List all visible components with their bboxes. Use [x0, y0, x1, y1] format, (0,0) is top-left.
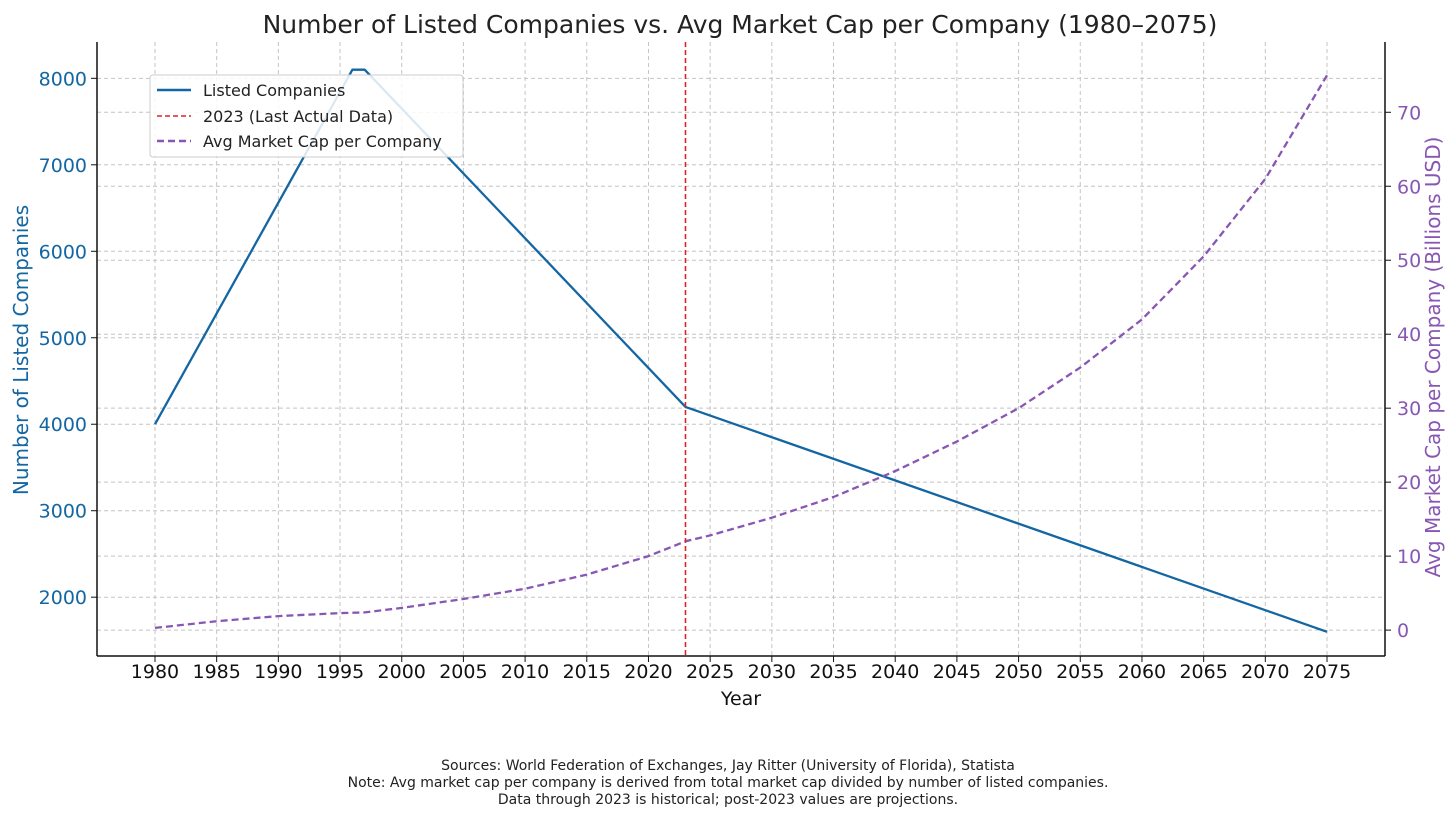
y-axis-label-right: Avg Market Cap per Company (Billions USD…	[1421, 137, 1445, 578]
left-ticks: 2000 3000 4000 5000 6000 7000 8000	[39, 68, 97, 609]
y-tick-label-left: 4000	[39, 414, 87, 436]
x-tick-label: 2045	[933, 661, 981, 683]
y-tick-label-left: 8000	[39, 68, 87, 90]
x-tick-label: 2010	[501, 661, 549, 683]
chart-title: Number of Listed Companies vs. Avg Marke…	[263, 10, 1218, 39]
y-tick-label-right: 70	[1397, 102, 1421, 124]
y-tick-label-right: 0	[1397, 620, 1409, 642]
y-tick-label-left: 7000	[39, 155, 87, 177]
x-tick-label: 1985	[192, 661, 240, 683]
x-tick-label: 2050	[994, 661, 1042, 683]
legend-label-avg-market-cap: Avg Market Cap per Company	[203, 132, 442, 151]
x-tick-label: 2075	[1303, 661, 1351, 683]
footer-note: Note: Avg market cap per company is deri…	[348, 775, 1109, 791]
x-tick-label: 2035	[809, 661, 857, 683]
legend-label-listed-companies: Listed Companies	[203, 81, 345, 100]
x-tick-label: 2000	[378, 661, 426, 683]
series-line-listed-companies	[153, 68, 1328, 633]
y-tick-label-right: 30	[1397, 398, 1421, 420]
x-tick-label: 2015	[563, 661, 611, 683]
x-tick-label: 2030	[748, 661, 796, 683]
footer-sources: Sources: World Federation of Exchanges, …	[441, 758, 1015, 774]
x-tick-label: 2070	[1241, 661, 1289, 683]
legend: Listed Companies 2023 (Last Actual Data)…	[149, 74, 464, 158]
x-tick-label: 2020	[624, 661, 672, 683]
x-tick-label: 1990	[254, 661, 302, 683]
x-tick-label: 2025	[686, 661, 734, 683]
legend-box	[149, 74, 464, 158]
y-tick-label-left: 2000	[39, 587, 87, 609]
x-tick-label: 2055	[1056, 661, 1104, 683]
y-tick-label-right: 40	[1397, 324, 1421, 346]
series-line-avg-market-cap-per-company	[154, 74, 1328, 630]
x-tick-label: 1995	[316, 661, 364, 683]
grid	[97, 42, 1385, 656]
x-axis-label: Year	[720, 688, 761, 710]
x-tick-label: 2005	[439, 661, 487, 683]
y-tick-label-left: 5000	[39, 328, 87, 350]
y-tick-label-left: 6000	[39, 241, 87, 263]
right-ticks: 0 10 20 30 40 50 60 70	[1385, 102, 1421, 642]
x-tick-label: 2060	[1118, 661, 1166, 683]
y-tick-label-right: 10	[1397, 546, 1421, 568]
x-tick-label: 2040	[871, 661, 919, 683]
x-tick-label: 1980	[131, 661, 179, 683]
footer-projection-note: Data through 2023 is historical; post-20…	[498, 792, 958, 808]
y-tick-label-right: 60	[1397, 176, 1421, 198]
series-layer	[153, 42, 1328, 656]
x-ticks: 1980 1985 1990 1995 2000 2005 2010 2015 2020 2025…	[131, 656, 1351, 683]
y-axis-label-left: Number of Listed Companies	[9, 205, 33, 495]
y-tick-label-left: 3000	[39, 501, 87, 523]
legend-label-last-actual: 2023 (Last Actual Data)	[203, 107, 393, 126]
y-tick-label-right: 50	[1397, 250, 1421, 272]
x-tick-label: 2065	[1179, 661, 1227, 683]
y-tick-label-right: 20	[1397, 472, 1421, 494]
